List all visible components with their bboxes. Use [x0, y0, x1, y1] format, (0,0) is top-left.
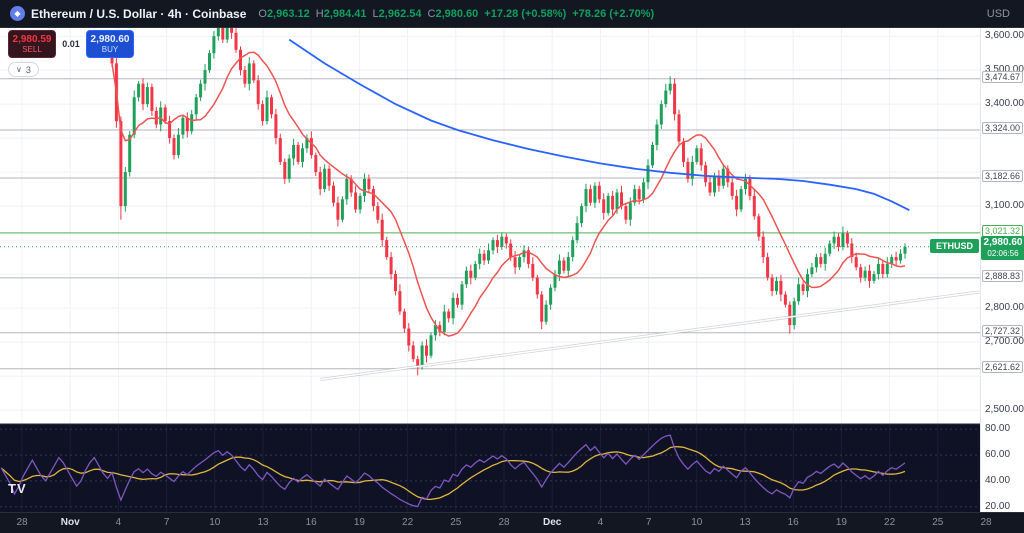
extended-change-value: +78.26 (+2.70%) — [572, 7, 655, 20]
time-axis-label: 13 — [739, 517, 751, 528]
symbol-title[interactable]: Ethereum / U.S. Dollar · 4h · Coinbase — [31, 6, 247, 21]
price-level-label: 2,621.62 — [982, 360, 1024, 373]
object-tree-collapse-button[interactable]: ∨ 3 — [8, 62, 39, 77]
price-level-label: 3,182.66 — [982, 170, 1024, 183]
spread-value: 0.01 — [62, 39, 80, 49]
low-group: L2,962.54 — [373, 8, 422, 20]
collapsed-count: 3 — [25, 64, 31, 75]
open-label: O — [258, 7, 267, 20]
close-label: C — [427, 7, 436, 20]
currency-label[interactable]: USD — [986, 7, 1010, 20]
trade-widget: 2,980.59 SELL 0.01 2,980.60 BUY — [8, 30, 134, 58]
low-value: 2,962.54 — [378, 7, 422, 20]
chart-header: ◆ Ethereum / U.S. Dollar · 4h · Coinbase… — [0, 0, 1024, 28]
time-axis-label: 25 — [932, 517, 944, 528]
price-axis-label: 3,600.00 — [985, 30, 1024, 42]
sell-price: 2,980.59 — [12, 34, 52, 45]
price-level-label: 2,888.83 — [982, 269, 1024, 282]
ethereum-logo-icon: ◆ — [10, 6, 25, 21]
price-level-label: 3,324.00 — [982, 121, 1024, 134]
high-label: H — [315, 7, 324, 20]
high-value: 2,984.41 — [323, 7, 367, 20]
ohlc-values: O2,963.12 H2,984.41 L2,962.54 C2,980.60 — [258, 8, 478, 20]
price-level-label: 3,474.67 — [982, 70, 1024, 83]
change-value: +17.28 (+0.58%) — [484, 7, 567, 20]
time-axis-label: 7 — [163, 517, 170, 528]
rsi-axis-label: 20.00 — [985, 500, 1011, 512]
price-axis-label: 3,400.00 — [985, 98, 1024, 110]
last-price-tag: 2,980.60 02:06:56 — [981, 235, 1024, 260]
price-axis-label: 2,700.00 — [985, 336, 1024, 348]
buy-price: 2,980.60 — [90, 34, 130, 45]
open-group: O2,963.12 — [258, 8, 309, 20]
time-axis-label: 10 — [691, 517, 703, 528]
price-axis[interactable]: 2,980.60 02:06:56 3,600.00 3,500.00 3,400.… — [980, 28, 1024, 512]
rsi-axis-label: 60.00 — [985, 449, 1011, 461]
price-axis-label: 3,100.00 — [985, 200, 1024, 212]
time-axis-label: 19 — [835, 517, 847, 528]
price-level-label: 2,727.32 — [982, 324, 1024, 337]
time-axis-label: 16 — [305, 517, 317, 528]
last-price-value: 2,980.60 — [983, 236, 1023, 248]
buy-button[interactable]: 2,980.60 BUY — [86, 30, 134, 58]
time-axis[interactable]: 28 Nov 4 7 10 13 16 19 22 25 28 Dec 4 7 10 13 16 19 22 25 28 — [0, 512, 1024, 533]
time-axis-label: 10 — [209, 517, 221, 528]
tradingview-logo[interactable]: TV — [8, 481, 27, 496]
time-axis-label: 7 — [645, 517, 652, 528]
close-group: C2,980.60 — [428, 8, 479, 20]
symbol-flag-text: ETHUSD — [936, 240, 974, 251]
time-axis-label: 28 — [16, 517, 28, 528]
price-axis-label: 2,500.00 — [985, 404, 1024, 416]
chevron-down-icon: ∨ — [16, 65, 22, 74]
price-axis-label: 3,500.00 — [985, 64, 1024, 76]
time-axis-label: 22 — [402, 517, 414, 528]
rsi-axis-label: 40.00 — [985, 474, 1011, 486]
time-axis-label: 28 — [980, 517, 992, 528]
price-axis-label: 2,800.00 — [985, 302, 1024, 314]
time-axis-label: 4 — [115, 517, 122, 528]
buy-label: BUY — [101, 45, 119, 54]
open-value: 2,963.12 — [266, 7, 310, 20]
close-value: 2,980.60 — [435, 7, 479, 20]
high-group: H2,984.41 — [316, 8, 367, 20]
rsi-axis-label: 80.00 — [985, 423, 1011, 435]
time-axis-label: Dec — [543, 517, 562, 528]
time-axis-label: 4 — [597, 517, 604, 528]
time-axis-label: 22 — [884, 517, 896, 528]
sell-label: SELL — [22, 45, 42, 54]
time-axis-label: 13 — [257, 517, 269, 528]
main-chart[interactable] — [0, 0, 980, 512]
symbol-price-flag: ETHUSD — [930, 238, 980, 253]
time-axis-label: 16 — [787, 517, 799, 528]
time-axis-label: 19 — [353, 517, 365, 528]
time-axis-label: Nov — [60, 517, 80, 528]
sell-button[interactable]: 2,980.59 SELL — [8, 30, 56, 58]
low-label: L — [372, 7, 379, 20]
time-axis-label: 25 — [450, 517, 462, 528]
bar-countdown: 02:06:56 — [987, 248, 1019, 258]
time-axis-label: 28 — [498, 517, 510, 528]
